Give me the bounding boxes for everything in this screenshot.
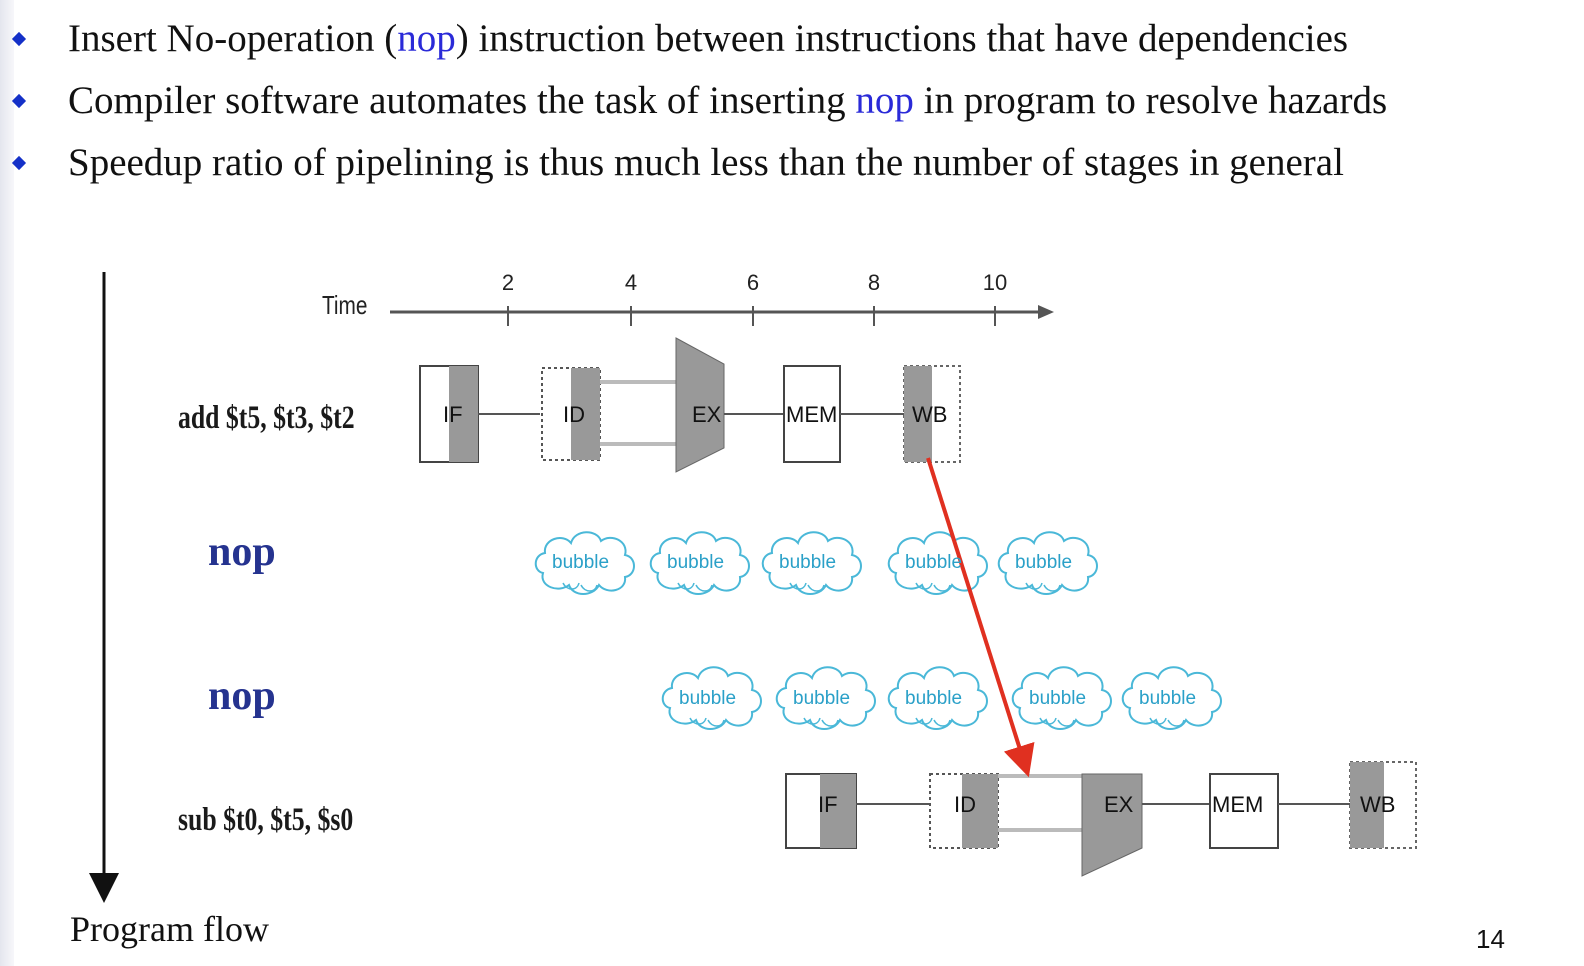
instruction-sub-label: sub $t0, $t5, $s0 <box>178 802 354 838</box>
time-axis-arrowhead <box>1038 305 1054 319</box>
program-flow-label: Program flow <box>70 909 269 949</box>
instruction-nop-label: nop <box>208 529 276 575</box>
bubble-label: bubble <box>1139 688 1197 709</box>
stage-mem-label: MEM <box>786 402 838 427</box>
add-pipeline <box>419 337 961 473</box>
slide-left-bar <box>0 0 14 966</box>
bubble-label: bubble <box>1015 552 1073 573</box>
instruction-nop-label: nop <box>208 673 276 719</box>
bubble-label: bubble <box>905 688 963 709</box>
bullet-item: Speedup ratio of pipelining is thus much… <box>0 140 1580 200</box>
bubble-label: bubble <box>793 688 851 709</box>
time-tick-label: 6 <box>746 270 760 295</box>
stage-mem-label: MEM <box>1212 792 1264 817</box>
stage-ex-label: EX <box>692 402 722 427</box>
time-tick-label: 2 <box>501 270 515 295</box>
time-tick-label: 10 <box>982 270 1008 295</box>
bubble-label: bubble <box>1029 688 1087 709</box>
time-tick-label: 8 <box>867 270 881 295</box>
stage-id-label: ID <box>563 402 585 427</box>
bullet-item: Compiler software automates the task of … <box>0 78 1580 138</box>
stage-wb-label: WB <box>912 402 948 427</box>
bubble-label: bubble <box>679 688 737 709</box>
bullet-item: Insert No-operation (nop) instruction be… <box>0 16 1580 76</box>
bubble-label: bubble <box>552 552 610 573</box>
stage-ex-label: EX <box>1104 792 1134 817</box>
bubble-label: bubble <box>905 552 963 573</box>
page-number: 14 <box>1476 924 1505 954</box>
hazard-forward-arrow <box>926 457 1035 778</box>
bullet-text: Insert No-operation (nop) instruction be… <box>68 17 1349 60</box>
stage-id-label: ID <box>954 792 976 817</box>
bubble-label: bubble <box>667 552 725 573</box>
bullet-text: Compiler software automates the task of … <box>68 79 1388 122</box>
stage-if-label: IF <box>818 792 838 817</box>
time-axis-label: Time <box>322 290 368 320</box>
sub-pipeline <box>785 761 1417 877</box>
bubble-label: bubble <box>779 552 837 573</box>
bullet-text: Speedup ratio of pipelining is thus much… <box>68 141 1344 184</box>
time-tick-label: 4 <box>624 270 638 295</box>
stage-wb-label: WB <box>1360 792 1396 817</box>
instruction-add-label: add $t5, $t3, $t2 <box>178 400 355 436</box>
stage-if-label: IF <box>443 402 463 427</box>
